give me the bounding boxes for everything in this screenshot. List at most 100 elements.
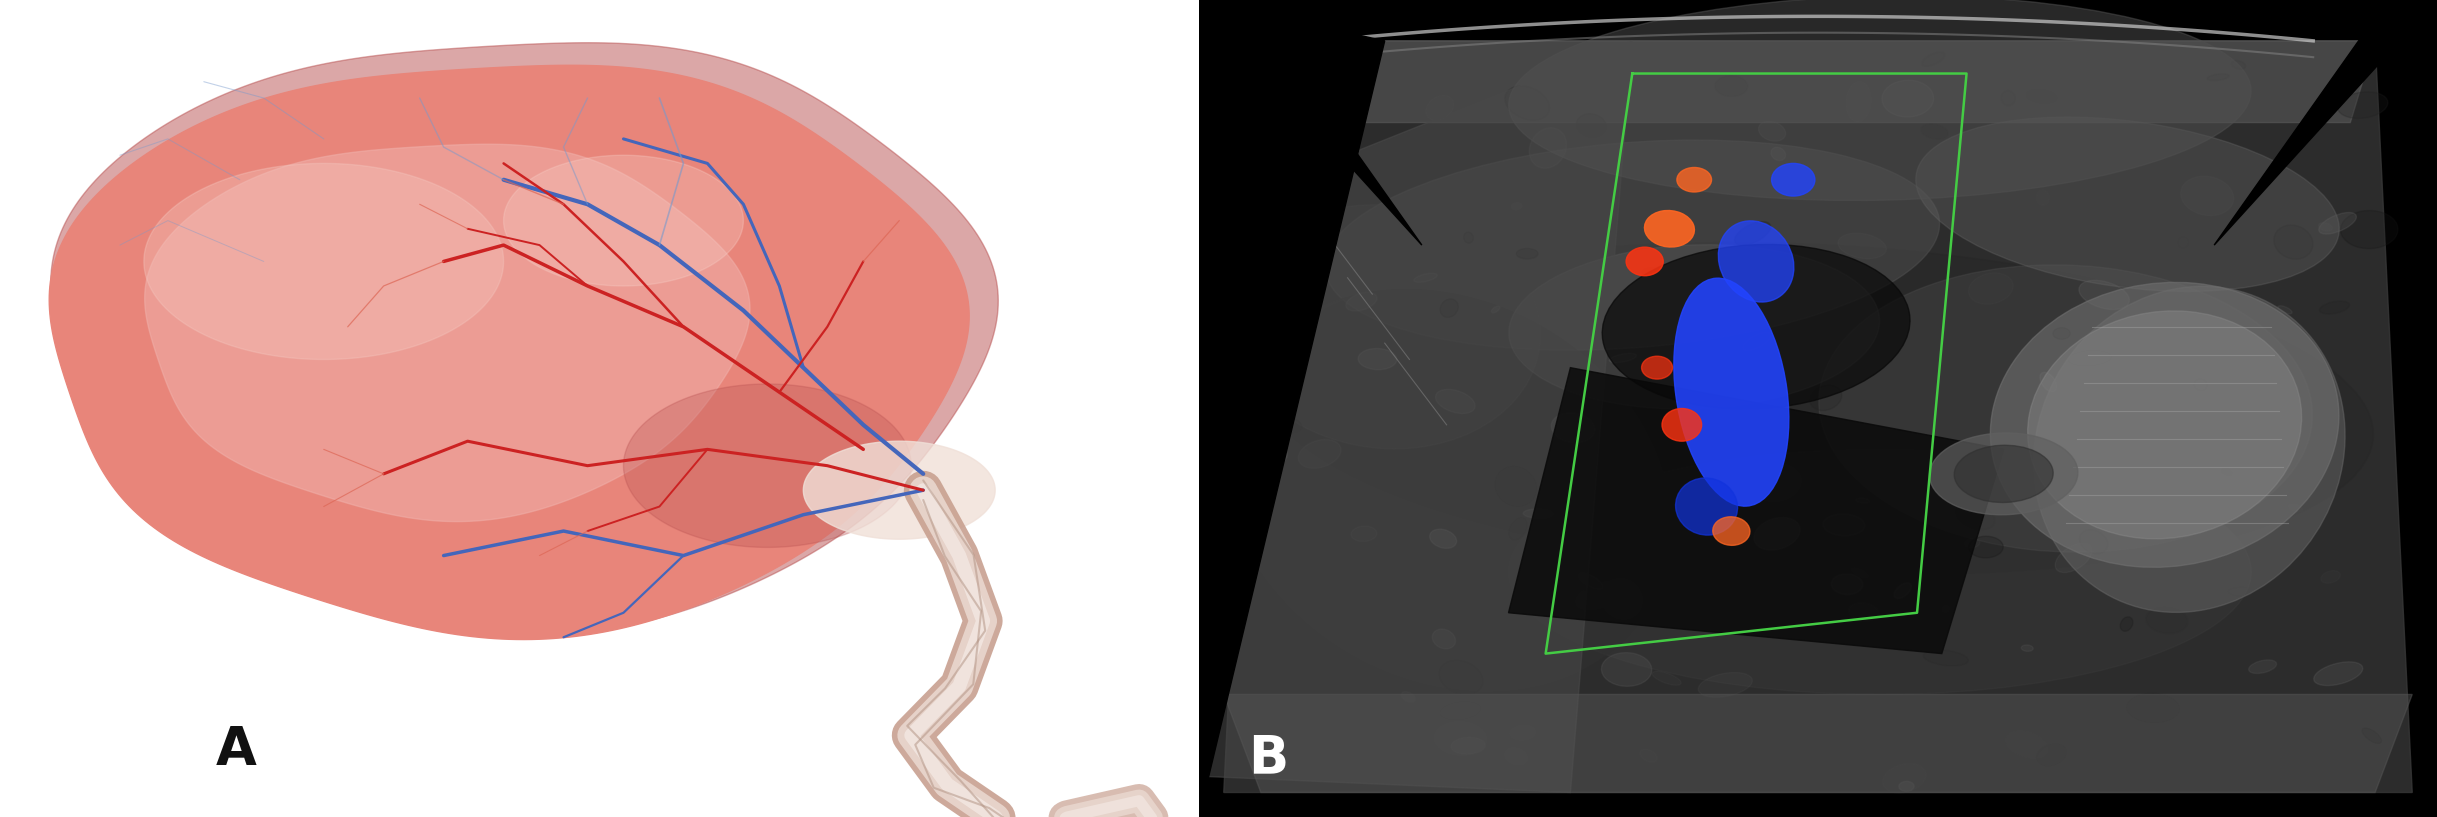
Ellipse shape bbox=[1577, 114, 1606, 137]
Ellipse shape bbox=[2079, 482, 2108, 504]
Ellipse shape bbox=[2037, 743, 2067, 766]
Ellipse shape bbox=[1923, 650, 1969, 666]
Ellipse shape bbox=[2349, 642, 2369, 654]
Ellipse shape bbox=[2001, 91, 2015, 105]
Ellipse shape bbox=[1440, 701, 1482, 720]
Ellipse shape bbox=[1894, 583, 1911, 598]
Ellipse shape bbox=[1991, 283, 2340, 567]
Ellipse shape bbox=[1662, 283, 1694, 317]
Ellipse shape bbox=[2020, 645, 2032, 651]
Ellipse shape bbox=[1677, 167, 1711, 192]
Ellipse shape bbox=[1413, 273, 1438, 283]
Ellipse shape bbox=[1898, 781, 1913, 792]
Ellipse shape bbox=[1433, 629, 1455, 649]
Ellipse shape bbox=[1652, 672, 1682, 685]
Polygon shape bbox=[1509, 368, 2003, 654]
Ellipse shape bbox=[1223, 289, 1672, 691]
Ellipse shape bbox=[2079, 529, 2108, 554]
Text: B: B bbox=[1248, 732, 1289, 784]
Ellipse shape bbox=[1718, 221, 1794, 302]
Ellipse shape bbox=[2318, 223, 2332, 231]
Ellipse shape bbox=[2305, 116, 2318, 125]
Ellipse shape bbox=[2288, 504, 2303, 511]
Ellipse shape bbox=[2067, 350, 2113, 367]
Ellipse shape bbox=[1343, 120, 1360, 133]
Polygon shape bbox=[1199, 0, 2437, 817]
Ellipse shape bbox=[1357, 349, 1396, 369]
Ellipse shape bbox=[1852, 568, 1867, 578]
Ellipse shape bbox=[1818, 265, 2313, 552]
Polygon shape bbox=[1223, 694, 2413, 792]
Ellipse shape bbox=[1299, 440, 1340, 468]
Ellipse shape bbox=[1426, 96, 1455, 120]
Ellipse shape bbox=[1440, 299, 1457, 317]
Ellipse shape bbox=[1350, 526, 1377, 542]
Polygon shape bbox=[624, 384, 911, 547]
Ellipse shape bbox=[1435, 722, 1487, 755]
Ellipse shape bbox=[2120, 617, 2132, 632]
Ellipse shape bbox=[1326, 140, 1940, 350]
Ellipse shape bbox=[1608, 353, 1638, 363]
Ellipse shape bbox=[1699, 672, 1752, 697]
Ellipse shape bbox=[2318, 212, 2357, 234]
Ellipse shape bbox=[1599, 403, 1633, 412]
Ellipse shape bbox=[1511, 725, 1535, 739]
Ellipse shape bbox=[1494, 467, 1535, 507]
Ellipse shape bbox=[1772, 163, 1816, 196]
Ellipse shape bbox=[1435, 390, 1474, 413]
Polygon shape bbox=[1199, 0, 1421, 245]
Ellipse shape bbox=[1516, 248, 1538, 259]
Ellipse shape bbox=[1969, 536, 2003, 558]
Ellipse shape bbox=[2274, 225, 2313, 259]
Ellipse shape bbox=[1755, 517, 1801, 550]
Ellipse shape bbox=[1450, 737, 1484, 754]
Ellipse shape bbox=[1431, 529, 1457, 548]
Ellipse shape bbox=[1262, 739, 1287, 756]
Ellipse shape bbox=[1713, 517, 1750, 545]
Ellipse shape bbox=[2313, 662, 2364, 685]
Text: A: A bbox=[217, 724, 256, 776]
Ellipse shape bbox=[1928, 761, 1950, 777]
Ellipse shape bbox=[2340, 211, 2398, 248]
Ellipse shape bbox=[1969, 273, 2013, 304]
Ellipse shape bbox=[1506, 86, 1550, 120]
Ellipse shape bbox=[2042, 449, 2067, 462]
Ellipse shape bbox=[2208, 74, 2230, 81]
Ellipse shape bbox=[1601, 653, 1652, 686]
Polygon shape bbox=[2215, 0, 2437, 245]
Ellipse shape bbox=[1952, 448, 1979, 465]
Ellipse shape bbox=[1752, 464, 1801, 502]
Polygon shape bbox=[804, 441, 994, 539]
Polygon shape bbox=[144, 163, 504, 359]
Polygon shape bbox=[1260, 41, 2376, 123]
Ellipse shape bbox=[1491, 306, 1499, 313]
Ellipse shape bbox=[1509, 517, 1528, 540]
Ellipse shape bbox=[2079, 280, 2130, 310]
Ellipse shape bbox=[1674, 278, 1789, 507]
Ellipse shape bbox=[1662, 408, 1701, 441]
Ellipse shape bbox=[1509, 449, 2252, 694]
Ellipse shape bbox=[1823, 514, 1864, 536]
Ellipse shape bbox=[1284, 140, 1316, 158]
Ellipse shape bbox=[1964, 538, 1979, 548]
Ellipse shape bbox=[2035, 286, 2344, 613]
Ellipse shape bbox=[2337, 92, 2388, 118]
Ellipse shape bbox=[1509, 245, 1879, 408]
Ellipse shape bbox=[2147, 607, 2188, 634]
Ellipse shape bbox=[2028, 90, 2057, 103]
Ellipse shape bbox=[1262, 243, 2374, 574]
Ellipse shape bbox=[2052, 328, 2071, 339]
Ellipse shape bbox=[1465, 232, 1474, 243]
Ellipse shape bbox=[1677, 411, 1689, 419]
Ellipse shape bbox=[2084, 386, 2096, 399]
Ellipse shape bbox=[2006, 730, 2047, 758]
Ellipse shape bbox=[2128, 694, 2179, 723]
Ellipse shape bbox=[2223, 468, 2232, 475]
Ellipse shape bbox=[2249, 72, 2298, 102]
Ellipse shape bbox=[2279, 306, 2293, 314]
Ellipse shape bbox=[2040, 373, 2057, 391]
Ellipse shape bbox=[2320, 301, 2349, 314]
Ellipse shape bbox=[1601, 578, 1643, 619]
Ellipse shape bbox=[1760, 121, 1786, 141]
Ellipse shape bbox=[1250, 411, 1301, 433]
